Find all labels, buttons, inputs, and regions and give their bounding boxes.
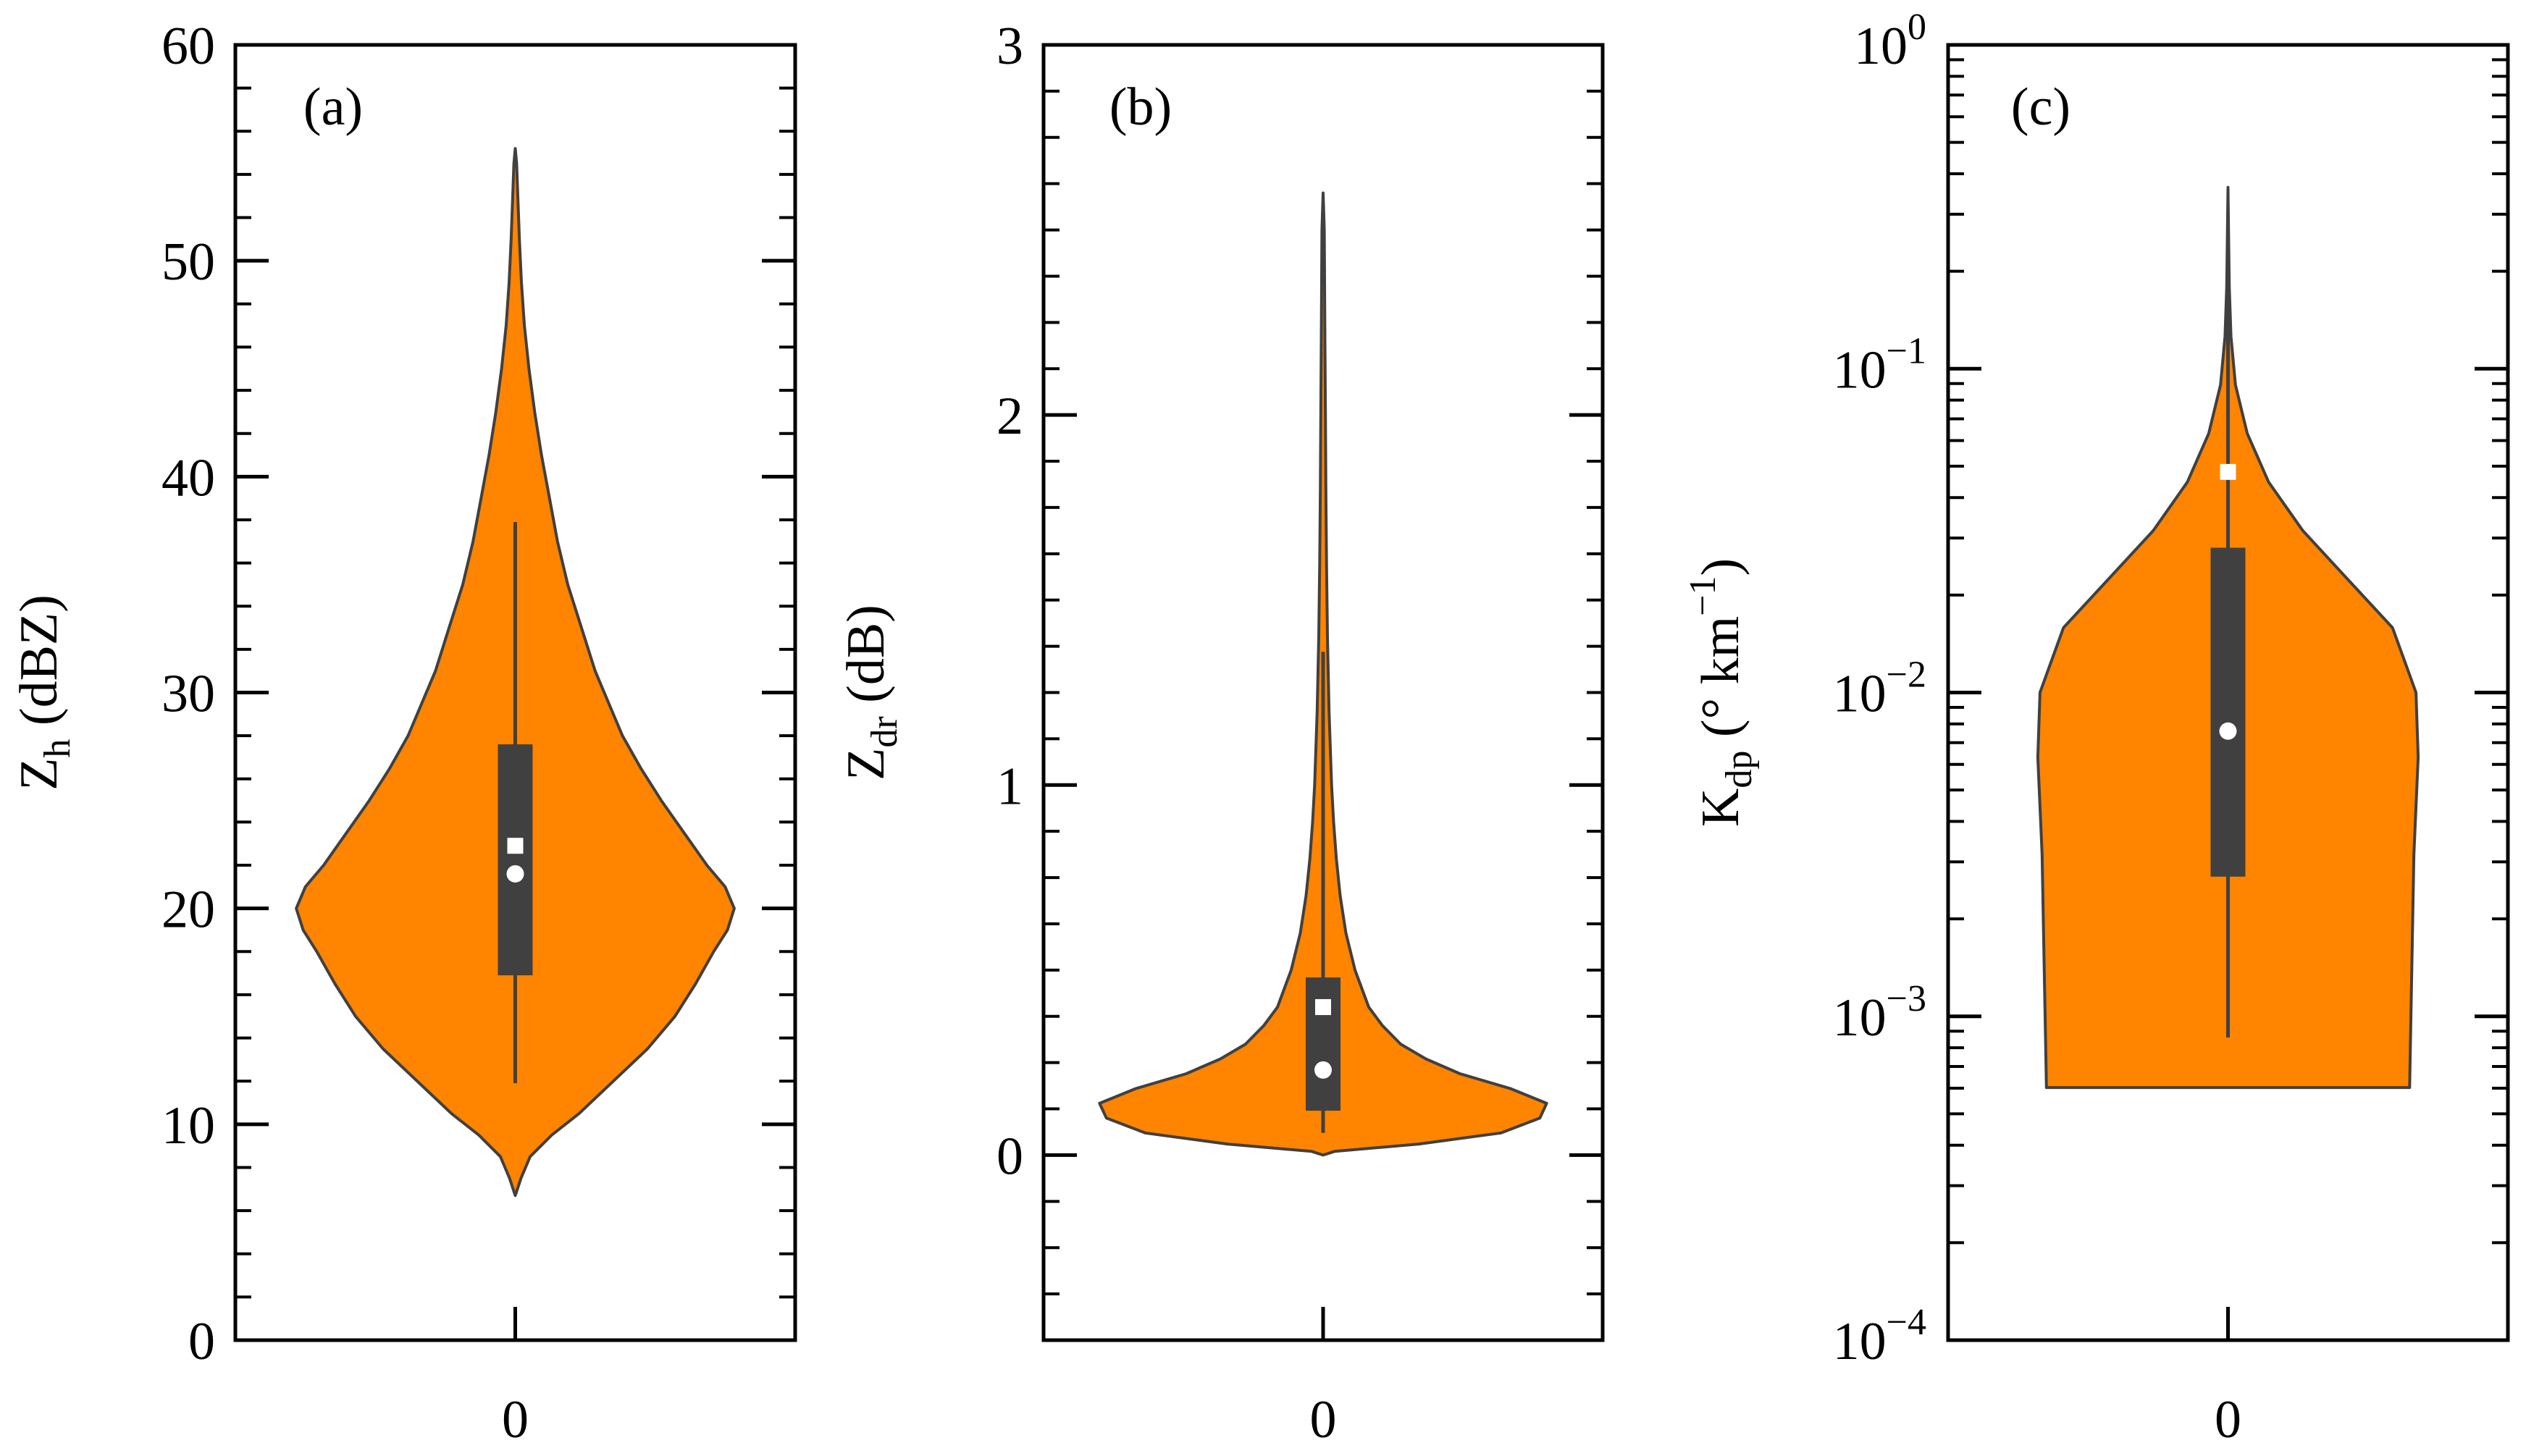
- iqr-box: [2210, 547, 2246, 877]
- median-marker: [506, 864, 524, 883]
- y-tick-label: 0: [188, 1312, 215, 1371]
- y-tick-label: 2: [996, 387, 1023, 446]
- y-tick-label: 30: [161, 665, 215, 724]
- x-tick-label: 0: [1310, 1390, 1337, 1449]
- y-tick-label: 50: [161, 232, 215, 292]
- y-tick-label: 10: [161, 1096, 215, 1156]
- y-tick-label: 100: [1854, 7, 1926, 76]
- panel-c: 10−4 10−3 10−2 10−1 100 0 (c) Kdp (° km−1): [1682, 7, 2510, 1449]
- panel-b: 0 1 2 3 0 (b) Zdr (dB): [836, 17, 1605, 1449]
- x-tick-label: 0: [502, 1390, 529, 1449]
- iqr-box: [1306, 977, 1340, 1111]
- y-tick-label: 0: [996, 1127, 1023, 1186]
- y-tick-label: 10−2: [1833, 655, 1926, 724]
- y-tick-label: 10−4: [1833, 1302, 1926, 1371]
- median-marker: [1314, 1061, 1332, 1079]
- y-axis-label: Kdp (° km−1): [1682, 558, 1760, 827]
- mean-marker: [2220, 463, 2236, 480]
- median-marker: [2219, 722, 2237, 740]
- y-tick-label: 1: [996, 757, 1023, 816]
- panel-a: 0 10 20 30 40 50 60 0 (a) Zh (dBZ): [9, 17, 797, 1449]
- mean-marker: [1315, 998, 1331, 1015]
- y-axis-label: Zdr (dB): [836, 605, 905, 780]
- y-tick-label: 60: [161, 17, 215, 76]
- y-tick-label: 20: [161, 880, 215, 940]
- iqr-box: [498, 744, 533, 976]
- y-tick-label: 10−3: [1833, 978, 1926, 1048]
- panel-label: (c): [2011, 77, 2070, 137]
- x-tick-label: 0: [2215, 1390, 2241, 1449]
- y-tick-label: 10−1: [1833, 330, 1926, 400]
- panel-label: (a): [303, 77, 363, 137]
- panel-label: (b): [1109, 77, 1172, 137]
- y-tick-label: 3: [996, 17, 1023, 76]
- y-axis-label: Zh (dBZ): [9, 594, 78, 791]
- y-tick-label: 40: [161, 448, 215, 508]
- mean-marker: [507, 838, 524, 854]
